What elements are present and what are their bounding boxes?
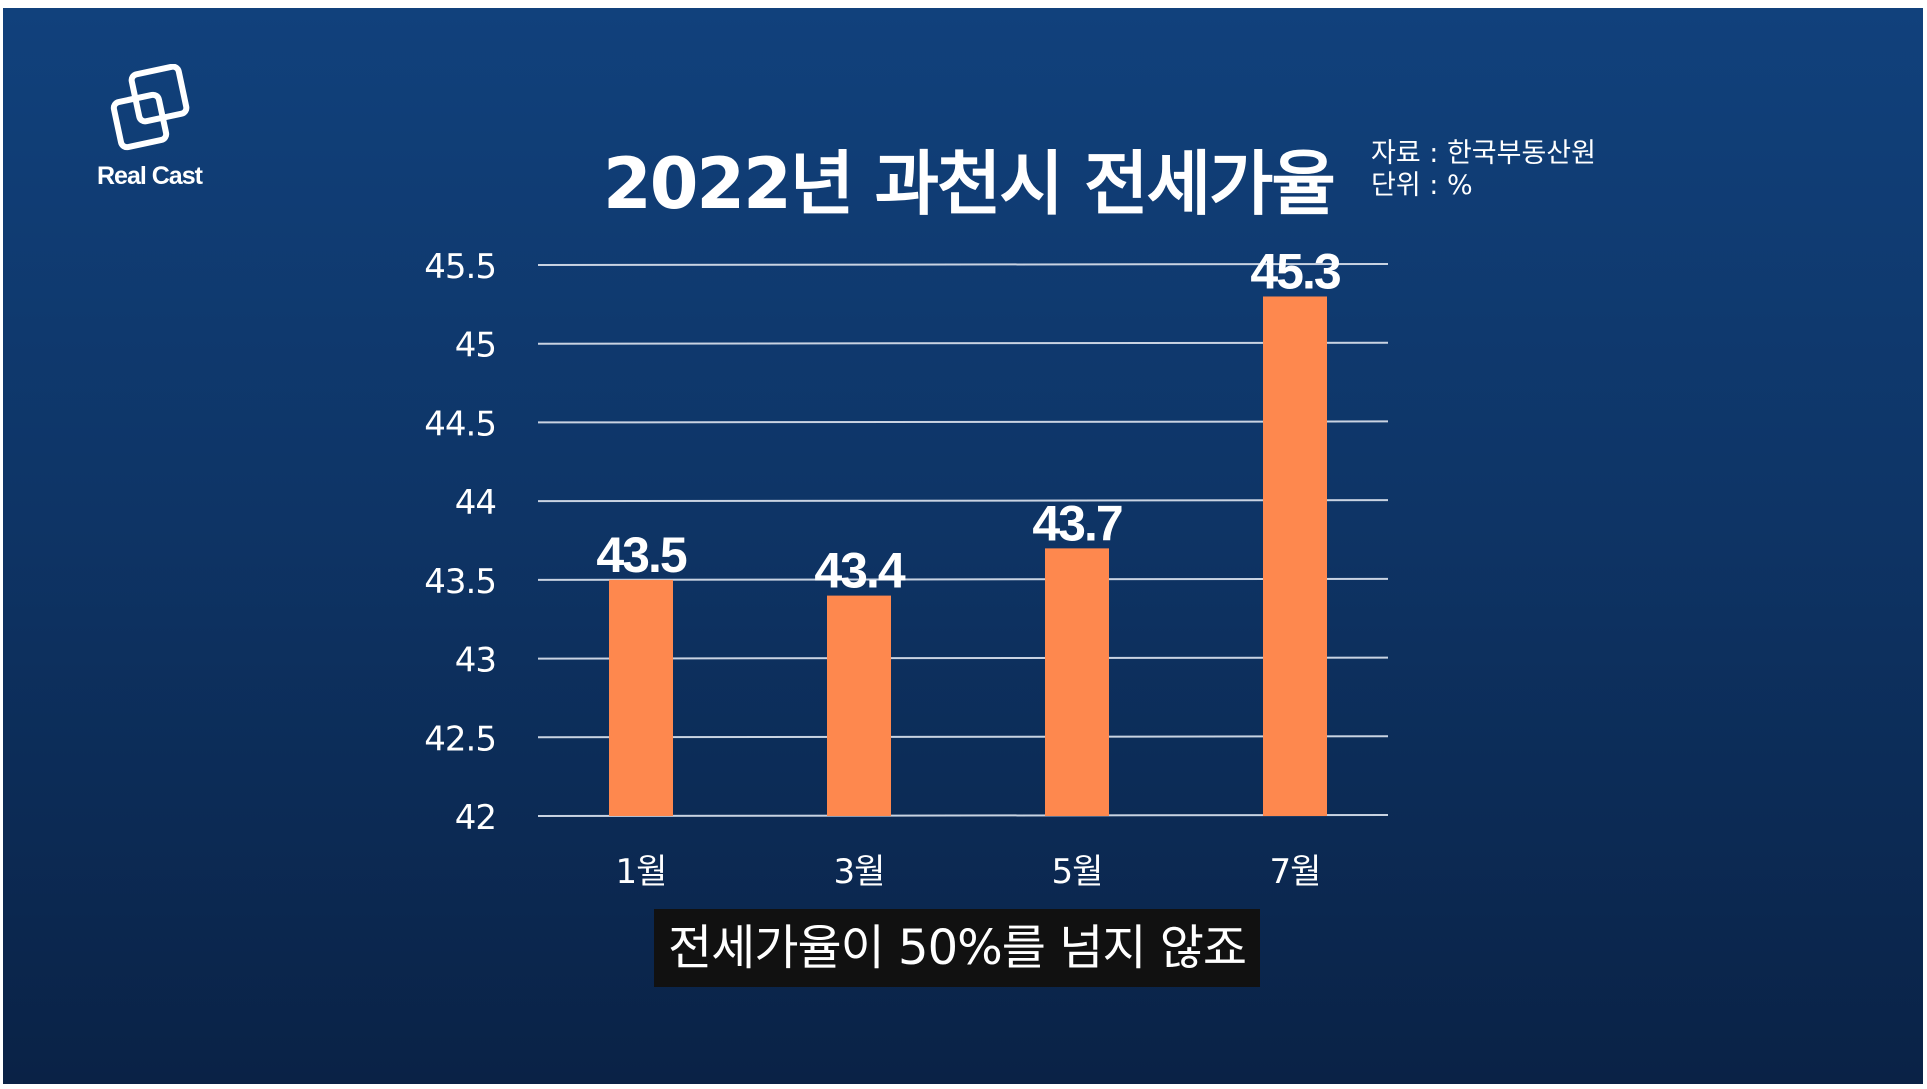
x-tick-label: 1월 <box>616 852 667 892</box>
x-tick-label: 5월 <box>1052 852 1103 892</box>
y-tick-label: 45.5 <box>424 247 496 287</box>
gridline <box>537 263 1389 266</box>
gridline <box>537 420 1389 424</box>
source-line: 자료 : 한국부동산원 <box>1371 138 1596 169</box>
y-tick-label: 44.5 <box>424 404 496 444</box>
logo-text: Real Cast <box>97 162 203 190</box>
video-frame: Real Cast 2022년 과천시 전세가율 자료 : 한국부동산원 단위 … <box>3 8 1923 1084</box>
bar <box>1045 548 1109 816</box>
gridline <box>537 656 1389 660</box>
y-tick-label: 44 <box>455 483 496 523</box>
logo-squares-icon <box>110 64 190 151</box>
data-label: 45.3 <box>1250 243 1340 299</box>
bar <box>1263 296 1327 816</box>
unit-line: 단위 : % <box>1371 170 1473 201</box>
y-tick-label: 43.5 <box>424 562 496 602</box>
y-tick-label: 42 <box>455 798 496 838</box>
source-note: 자료 : 한국부동산원 단위 : % <box>1371 138 1596 202</box>
bar-chart: 42 42.5 43 43.5 44 44.5 45 45.5 43.5 1월 43.4 3월 43.7… <box>424 243 1389 892</box>
y-tick-label: 43 <box>455 641 496 681</box>
x-tick-label: 3월 <box>834 852 885 892</box>
gridline <box>537 499 1389 503</box>
y-tick-label: 42.5 <box>424 719 496 759</box>
data-label: 43.4 <box>814 543 906 599</box>
data-label: 43.5 <box>596 527 687 583</box>
realcast-logo: Real Cast <box>93 64 233 204</box>
gridline <box>537 735 1389 739</box>
chart-title: 2022년 과천시 전세가율 <box>603 143 1336 225</box>
caption-subtitle: 전세가율이 50%를 넘지 않죠 <box>654 909 1261 987</box>
gridline <box>537 341 1389 345</box>
data-label: 43.7 <box>1032 495 1122 551</box>
x-tick-label: 7월 <box>1270 852 1321 892</box>
bar <box>609 579 673 816</box>
y-tick-label: 45 <box>455 326 496 366</box>
gridline <box>537 577 1389 581</box>
bar <box>827 595 891 816</box>
gridline <box>537 814 1389 817</box>
